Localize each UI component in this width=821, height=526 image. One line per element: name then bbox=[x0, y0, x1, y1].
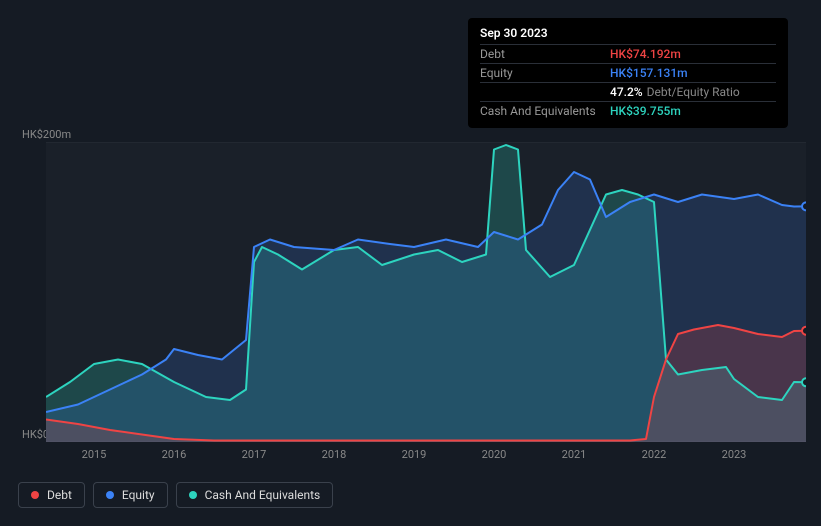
x-axis-label: 2023 bbox=[722, 448, 747, 461]
tooltip-row-label: Cash And Equivalents bbox=[480, 104, 610, 118]
tooltip-row: DebtHK$74.192m bbox=[480, 44, 776, 63]
tooltip-row-label: Debt bbox=[480, 47, 610, 61]
chart-tooltip: Sep 30 2023 DebtHK$74.192mEquityHK$157.1… bbox=[468, 18, 788, 128]
x-axis-label: 2022 bbox=[642, 448, 667, 461]
tooltip-row-extra: Debt/Equity Ratio bbox=[647, 85, 740, 99]
tooltip-row-value: HK$157.131m bbox=[610, 66, 688, 80]
end-marker-equity bbox=[802, 202, 806, 210]
x-axis-label: 2021 bbox=[562, 448, 587, 461]
tooltip-row-label bbox=[480, 85, 610, 99]
x-axis-label: 2018 bbox=[322, 448, 347, 461]
chart-legend: Debt Equity Cash And Equivalents bbox=[18, 482, 333, 508]
legend-label: Equity bbox=[122, 488, 155, 502]
tooltip-date: Sep 30 2023 bbox=[480, 26, 776, 40]
legend-label: Cash And Equivalents bbox=[205, 488, 321, 502]
legend-item-cash[interactable]: Cash And Equivalents bbox=[176, 482, 334, 508]
legend-item-equity[interactable]: Equity bbox=[93, 482, 168, 508]
legend-dot-icon bbox=[106, 491, 114, 499]
end-marker-cash bbox=[802, 378, 806, 386]
debt-equity-chart bbox=[46, 142, 806, 442]
legend-item-debt[interactable]: Debt bbox=[18, 482, 85, 508]
x-axis-label: 2016 bbox=[162, 448, 187, 461]
y-axis-label: HK$200m bbox=[22, 128, 71, 141]
x-axis-label: 2019 bbox=[402, 448, 427, 461]
legend-label: Debt bbox=[47, 488, 72, 502]
end-marker-debt bbox=[802, 327, 806, 335]
x-axis-label: 2015 bbox=[82, 448, 107, 461]
tooltip-row-label: Equity bbox=[480, 66, 610, 80]
x-axis-label: 2020 bbox=[482, 448, 507, 461]
tooltip-row-value: HK$74.192m bbox=[610, 47, 681, 61]
tooltip-row: EquityHK$157.131m bbox=[480, 63, 776, 82]
tooltip-row: 47.2% Debt/Equity Ratio bbox=[480, 82, 776, 101]
x-axis: 2015 2016 2017 2018 2019 2020 2021 2022 2023 bbox=[46, 448, 806, 464]
tooltip-row: Cash And EquivalentsHK$39.755m bbox=[480, 101, 776, 120]
tooltip-row-value: HK$39.755m bbox=[610, 104, 681, 118]
tooltip-row-value: 47.2% bbox=[610, 85, 643, 99]
x-axis-label: 2017 bbox=[242, 448, 267, 461]
legend-dot-icon bbox=[189, 491, 197, 499]
legend-dot-icon bbox=[31, 491, 39, 499]
